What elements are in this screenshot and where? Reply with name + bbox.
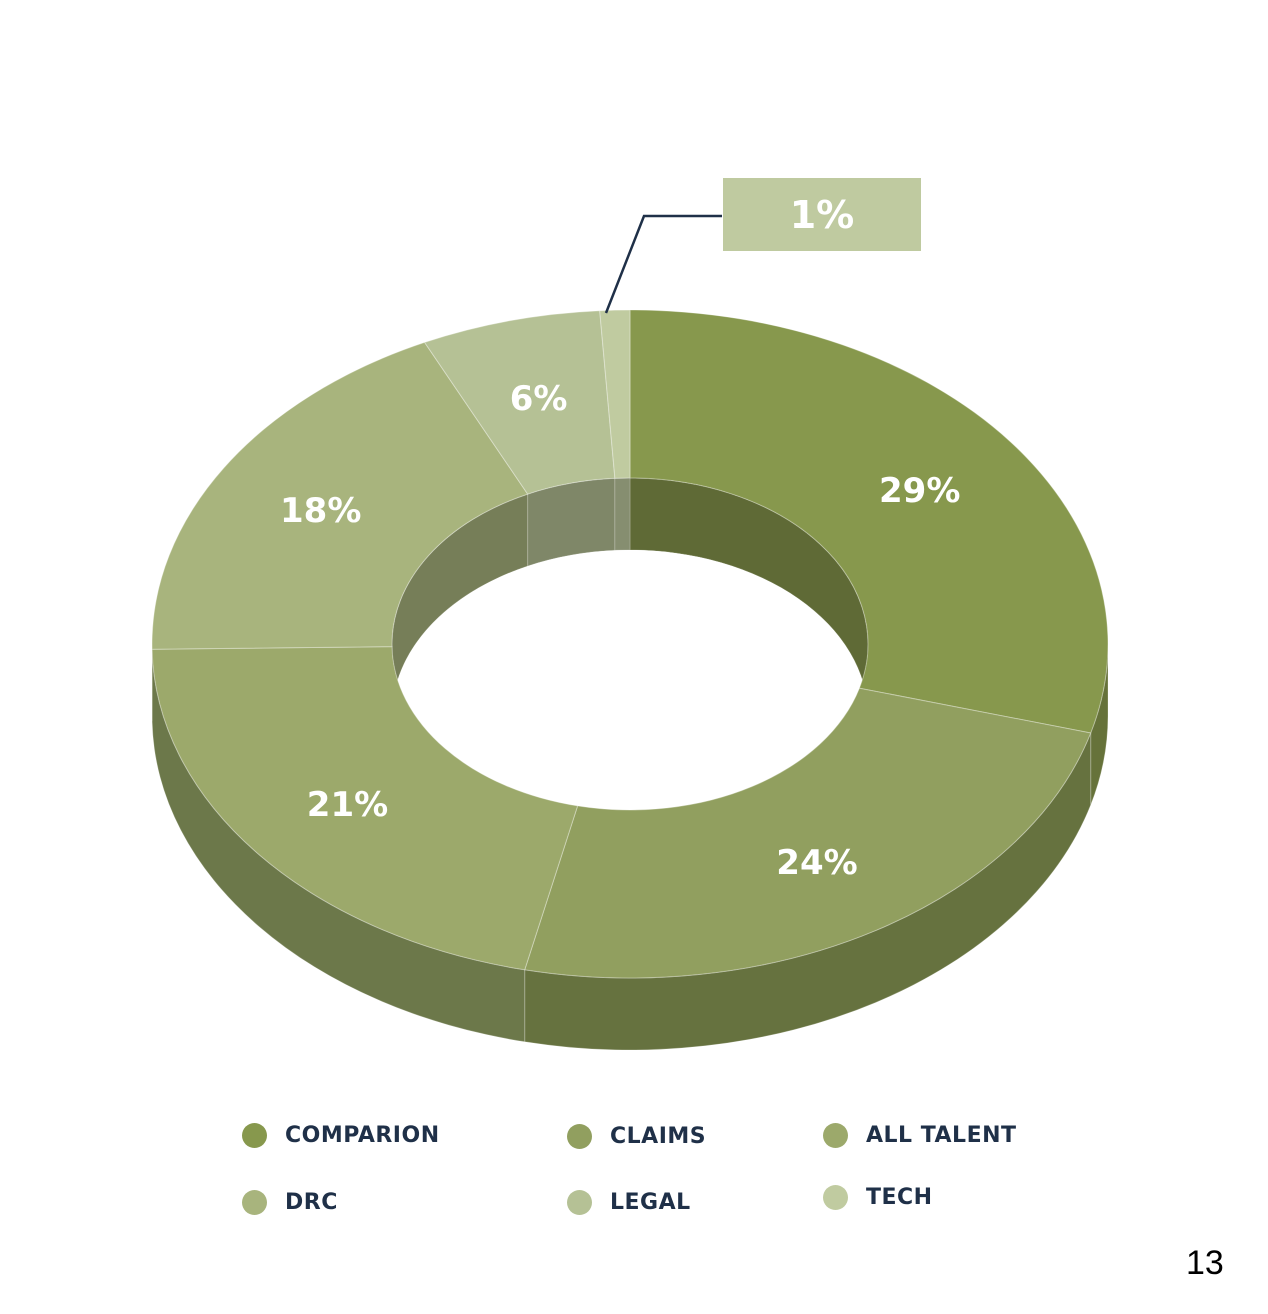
slice-labels: 29% 24% 21% 18% 6% [280,379,960,883]
slice-label-drc: 18% [280,491,361,531]
legend-item-drc: DRC [242,1190,338,1215]
slice-label-legal: 6% [510,379,568,419]
legend-item-tech: TECH [823,1185,933,1210]
donut-slices [151,309,1109,979]
legend-swatch-tech [823,1185,848,1210]
donut-inner-walls-visible [392,478,868,717]
legend-swatch-comparion [242,1123,267,1148]
donut-inner-walls [392,478,868,810]
legend-item-legal: LEGAL [567,1190,691,1215]
legend-label-all-talent: ALL TALENT [866,1123,1017,1148]
legend-item-comparion: COMPARION [242,1123,440,1148]
legend-swatch-drc [242,1190,267,1215]
slice-label-all-talent: 21% [307,785,388,825]
legend-label-legal: LEGAL [610,1190,691,1215]
tech-callout-box: 1% [723,178,921,251]
inner-wall-tech [614,478,631,551]
legend-swatch-all-talent [823,1123,848,1148]
legend-label-claims: CLAIMS [610,1124,707,1149]
legend-label-drc: DRC [285,1190,338,1215]
slice-tech [599,309,631,479]
slice-claims [524,687,1092,979]
slice-all-talent [151,646,579,971]
legend-label-tech: TECH [866,1185,933,1210]
slice-label-comparion: 29% [879,471,960,511]
legend-swatch-legal [567,1190,592,1215]
legend-item-claims: CLAIMS [567,1124,706,1149]
legend-item-all-talent: ALL TALENT [823,1123,1017,1148]
callout-leader-line [604,214,722,314]
slice-label-claims: 24% [776,843,857,883]
slice-drc [151,341,529,650]
tech-callout-label: 1% [789,192,855,237]
slice-comparion [629,309,1109,734]
donut-sides [151,643,1109,1051]
legend-swatch-claims [567,1124,592,1149]
legend-label-comparion: COMPARION [285,1123,440,1148]
page-number: 13 [1186,1244,1224,1282]
